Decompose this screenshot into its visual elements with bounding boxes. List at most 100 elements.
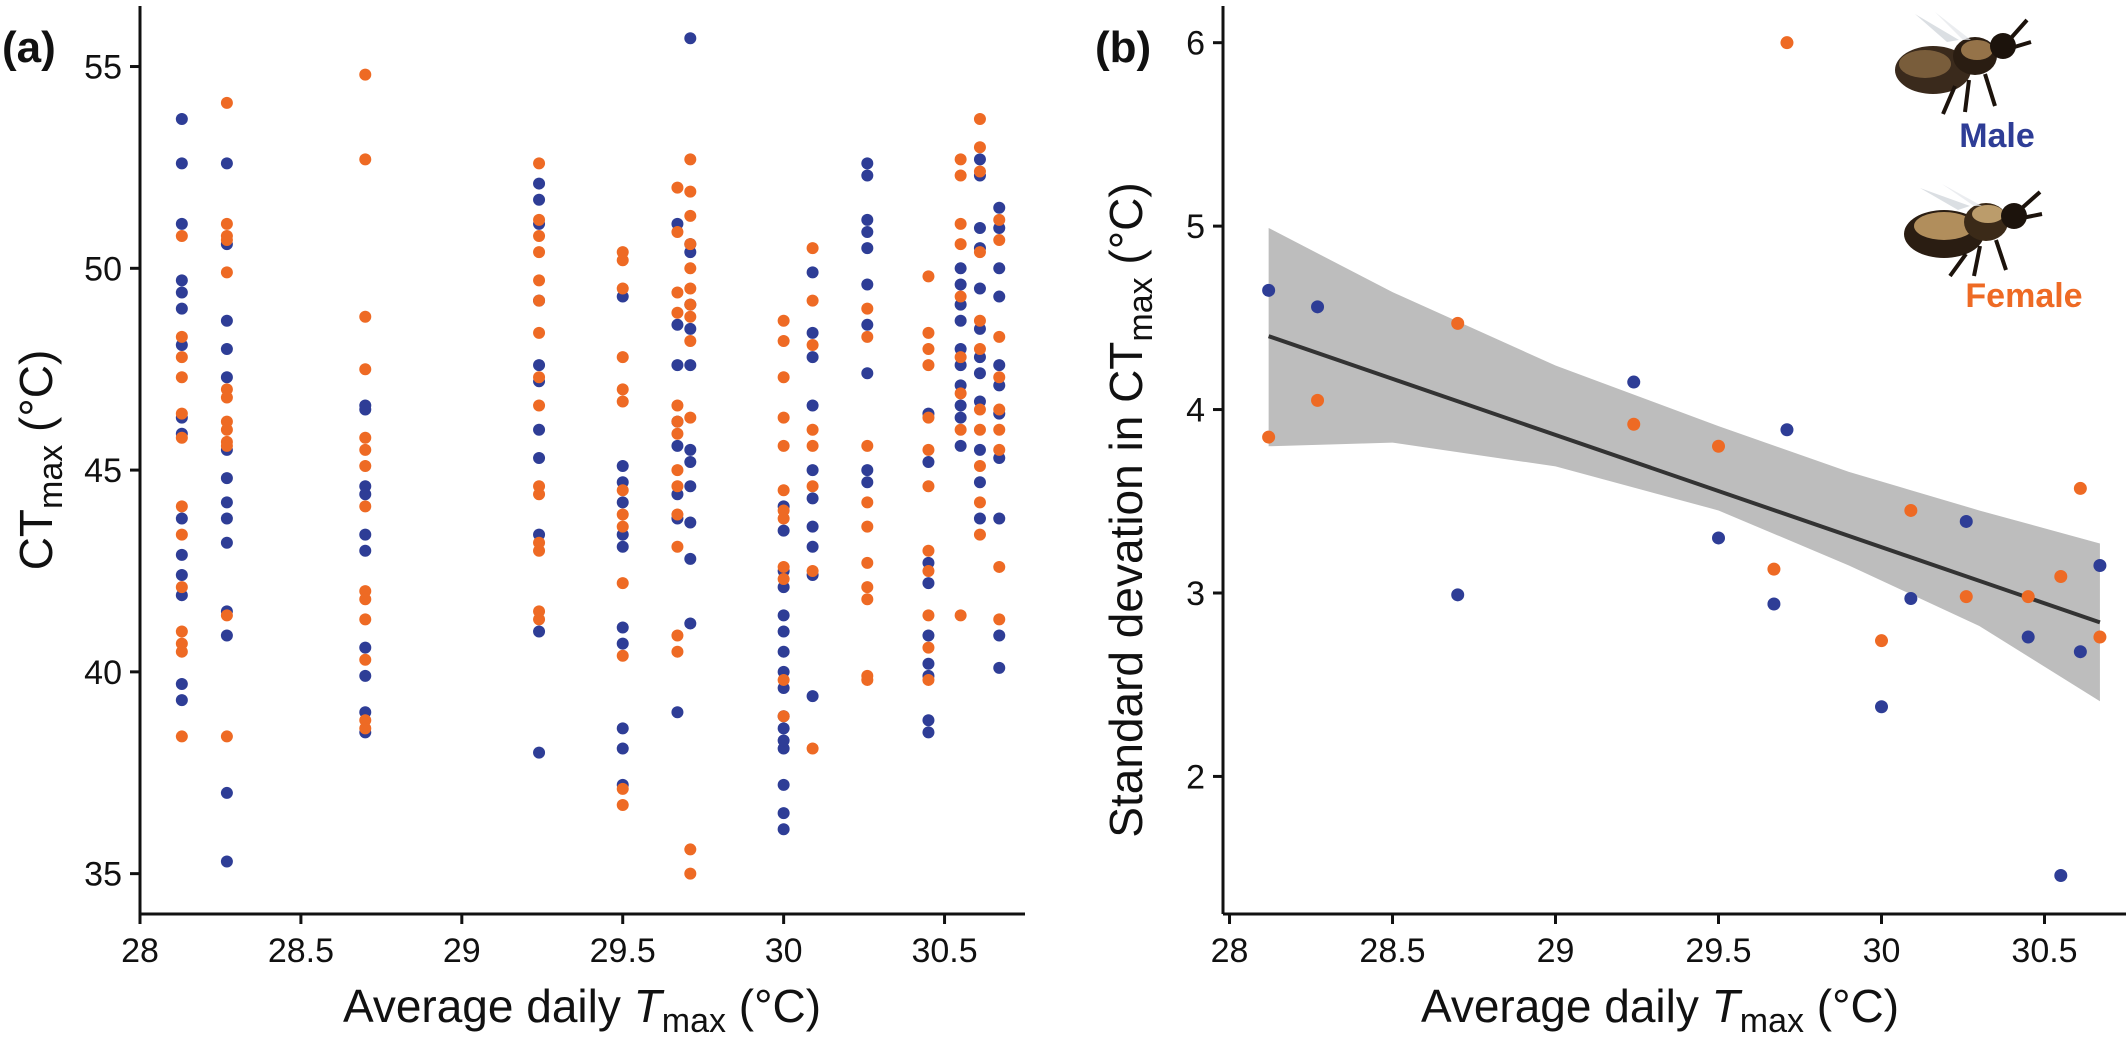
male-point — [861, 225, 874, 238]
male-point — [777, 778, 790, 791]
female-point — [533, 399, 546, 412]
male-point — [993, 201, 1006, 214]
male-point — [973, 443, 986, 456]
female-point — [861, 581, 874, 594]
female-point — [993, 371, 1006, 384]
female-point — [806, 242, 819, 255]
female-point — [973, 496, 986, 509]
female-point — [973, 112, 986, 125]
male-point — [777, 734, 790, 747]
female-point — [1875, 634, 1889, 648]
female-point — [671, 508, 684, 521]
legend-female-label: Female — [1965, 277, 2082, 315]
female-point — [616, 520, 629, 533]
male-point — [175, 112, 188, 125]
female-point — [973, 423, 986, 436]
male-point — [220, 536, 233, 549]
female-point — [973, 460, 986, 473]
male-point — [954, 262, 967, 275]
male-point — [973, 153, 986, 166]
male-point — [359, 399, 372, 412]
x-tick-label: 28.5 — [268, 932, 334, 970]
female-point — [1780, 36, 1794, 50]
female-point — [954, 217, 967, 230]
female-point — [220, 234, 233, 247]
male-point — [175, 286, 188, 299]
female-point — [954, 238, 967, 251]
male-bee-icon — [1895, 12, 2032, 115]
female-point — [2054, 569, 2068, 583]
female-point — [993, 213, 1006, 226]
male-point — [861, 157, 874, 170]
male-point — [671, 318, 684, 331]
male-point — [2073, 645, 2087, 659]
male-point — [2054, 868, 2068, 882]
female-point — [359, 363, 372, 376]
female-point — [684, 185, 697, 198]
y-tick-label: 4 — [1186, 392, 1205, 430]
female-point — [671, 645, 684, 658]
male-point — [922, 577, 935, 590]
male-point — [616, 540, 629, 553]
male-point — [806, 326, 819, 339]
male-point — [993, 512, 1006, 525]
male-point — [922, 629, 935, 642]
male-point — [684, 359, 697, 372]
male-point — [359, 669, 372, 682]
male-point — [1875, 700, 1889, 714]
male-point — [684, 552, 697, 565]
male-point — [175, 694, 188, 707]
male-point — [777, 625, 790, 638]
male-point — [1627, 375, 1641, 389]
female-point — [1767, 562, 1781, 576]
female-point — [954, 387, 967, 400]
female-point — [777, 411, 790, 424]
panel-a: (a) 28 28.5 29 29.5 30 30.5 35 40 45 50 55 Averag… — [2, 6, 1025, 1040]
female-point — [806, 338, 819, 351]
female-point — [220, 609, 233, 622]
male-point — [684, 480, 697, 493]
male-point — [616, 621, 629, 634]
male-point — [806, 690, 819, 703]
male-point — [954, 439, 967, 452]
male-point — [922, 714, 935, 727]
female-point — [671, 464, 684, 477]
female-point — [993, 613, 1006, 626]
female-point — [671, 480, 684, 493]
male-point — [954, 411, 967, 424]
female-point — [684, 282, 697, 295]
female-point — [922, 641, 935, 654]
male-point — [220, 472, 233, 485]
male-point — [175, 548, 188, 561]
male-point — [993, 262, 1006, 275]
female-point — [777, 710, 790, 723]
legend: Male Female — [1895, 12, 2083, 315]
female-point — [777, 673, 790, 686]
female-point — [861, 593, 874, 606]
female-point — [922, 564, 935, 577]
female-point — [175, 581, 188, 594]
female-point — [220, 96, 233, 109]
female-point — [684, 209, 697, 222]
male-point — [777, 807, 790, 820]
female-point — [533, 326, 546, 339]
female-point — [533, 213, 546, 226]
male-point — [616, 460, 629, 473]
panel-b-y-ticks: 2 3 4 5 6 — [1186, 25, 1223, 796]
female-point — [175, 230, 188, 243]
female-point — [973, 343, 986, 356]
female-point — [359, 653, 372, 666]
female-point — [777, 512, 790, 525]
female-point — [1262, 430, 1276, 444]
male-point — [1904, 591, 1918, 605]
male-point — [220, 343, 233, 356]
female-point — [533, 230, 546, 243]
male-point — [1262, 283, 1276, 297]
female-point — [954, 153, 967, 166]
male-point — [973, 367, 986, 380]
male-point — [1767, 597, 1781, 611]
male-point — [359, 544, 372, 557]
female-point — [777, 560, 790, 573]
y-tick-label: 2 — [1186, 758, 1205, 796]
female-point — [993, 443, 1006, 456]
